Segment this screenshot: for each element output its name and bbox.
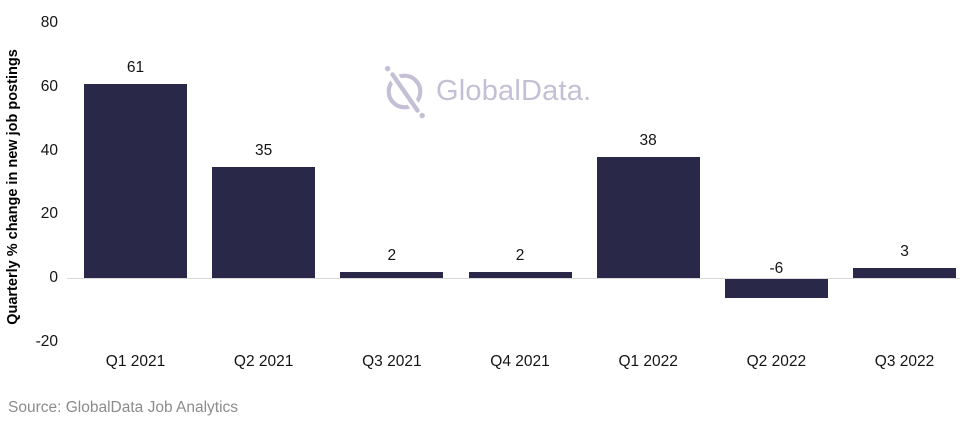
y-axis-tick-label: 80 [40, 14, 58, 32]
bar-q4-2021 [468, 271, 572, 278]
bar-value-label: -6 [769, 260, 784, 277]
globaldata-logo-icon [383, 64, 427, 125]
bar-value-label: 2 [515, 246, 525, 264]
bar-q1-2021 [84, 83, 187, 278]
bar-q1-2022 [596, 156, 700, 278]
y-axis-tick-label: 40 [40, 141, 58, 159]
x-axis-zero-line [67, 278, 960, 279]
globaldata-watermark: GlobalData. [383, 64, 591, 125]
bar-value-label: 2 [387, 246, 397, 264]
bar-q2-2022 [724, 279, 828, 299]
bar-value-label: 35 [255, 141, 273, 159]
bar-value-label: 61 [126, 58, 145, 76]
x-axis-category-label: Q3 2021 [362, 353, 422, 370]
y-axis-tick-label: 0 [49, 269, 58, 286]
x-axis-category-label: Q2 2022 [746, 353, 807, 370]
x-axis-category-label: Q4 2021 [490, 353, 550, 370]
bar-q3-2021 [340, 271, 444, 278]
y-axis-tick-label: 60 [40, 77, 58, 95]
globaldata-brand-text: GlobalData. [436, 75, 592, 107]
y-axis-tick-label: 20 [40, 205, 58, 223]
bar-value-label: 3 [900, 243, 909, 261]
x-axis-category-label: Q3 2022 [874, 353, 935, 370]
x-axis-category-label: Q1 2021 [105, 353, 166, 370]
x-axis-category-label: Q2 2021 [233, 353, 294, 370]
source-caption: Source: GlobalData Job Analytics [8, 399, 239, 416]
x-axis-category-label: Q1 2022 [618, 353, 678, 370]
y-axis-tick-label: -20 [35, 332, 58, 350]
bar-q3-2022 [853, 268, 957, 278]
bar-value-label: 38 [639, 131, 657, 149]
bar-q2-2021 [212, 166, 316, 278]
